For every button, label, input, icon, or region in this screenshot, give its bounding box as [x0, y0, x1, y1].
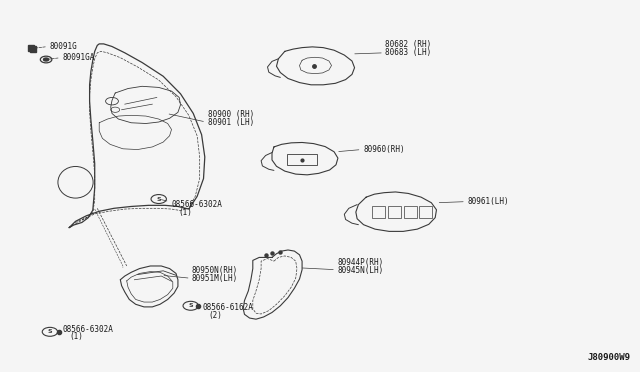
Text: 80960(RH): 80960(RH) [364, 145, 405, 154]
Text: 80683 (LH): 80683 (LH) [385, 48, 431, 57]
Text: 80945N(LH): 80945N(LH) [338, 266, 384, 275]
Text: 80901 (LH): 80901 (LH) [208, 118, 254, 127]
Text: S: S [47, 329, 52, 334]
Text: (1): (1) [69, 332, 83, 341]
Bar [372, 206, 385, 218]
Text: 80682 (RH): 80682 (RH) [385, 40, 431, 49]
Bar [404, 206, 417, 218]
Text: 80900 (RH): 80900 (RH) [208, 110, 254, 119]
Text: (1): (1) [178, 208, 192, 217]
Bar [388, 206, 401, 218]
Circle shape [44, 58, 49, 61]
Text: 08566-6302A: 08566-6302A [63, 325, 113, 334]
Text: J80900W9: J80900W9 [588, 353, 630, 362]
Text: 80091G: 80091G [50, 42, 77, 51]
Text: S: S [188, 303, 193, 308]
Text: (2): (2) [209, 311, 223, 320]
Text: 80951M(LH): 80951M(LH) [192, 275, 238, 283]
Text: S: S [156, 196, 161, 202]
Bar [287, 154, 317, 165]
Text: 80961(LH): 80961(LH) [467, 197, 509, 206]
Text: 80950N(RH): 80950N(RH) [192, 266, 238, 275]
Text: 08566-6162A: 08566-6162A [202, 303, 253, 312]
Bar [419, 206, 432, 218]
Text: 80944P(RH): 80944P(RH) [338, 258, 384, 267]
Text: 80091GA: 80091GA [63, 53, 95, 62]
Text: 08566-6302A: 08566-6302A [172, 200, 222, 209]
